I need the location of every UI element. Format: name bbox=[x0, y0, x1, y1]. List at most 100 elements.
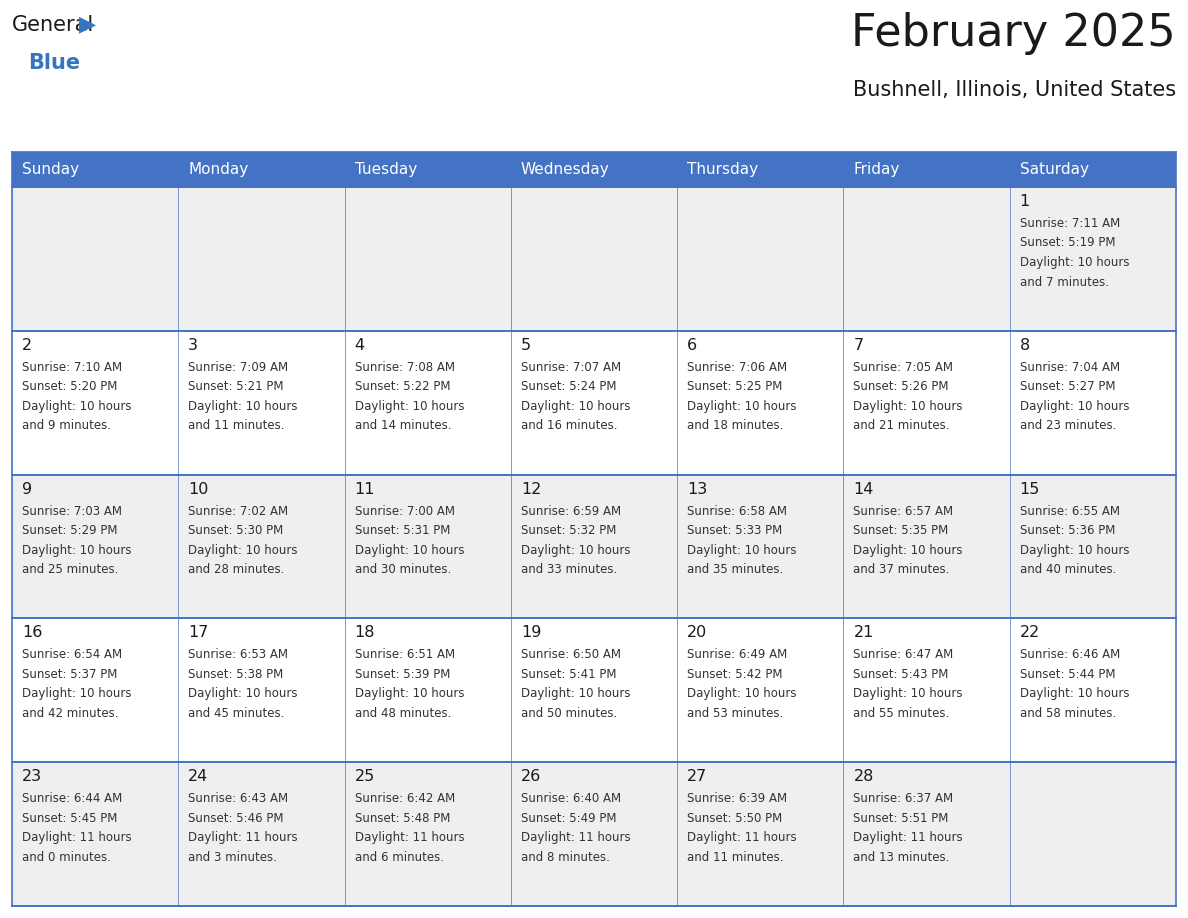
Text: Sunrise: 7:00 AM: Sunrise: 7:00 AM bbox=[354, 505, 455, 518]
Text: Daylight: 11 hours: Daylight: 11 hours bbox=[354, 831, 465, 845]
Bar bbox=[345, 330, 511, 475]
Text: Daylight: 10 hours: Daylight: 10 hours bbox=[520, 543, 631, 556]
Text: and 21 minutes.: and 21 minutes. bbox=[853, 420, 950, 432]
Text: Bushnell, Illinois, United States: Bushnell, Illinois, United States bbox=[853, 80, 1176, 100]
Text: Sunrise: 7:09 AM: Sunrise: 7:09 AM bbox=[188, 361, 289, 374]
Text: and 18 minutes.: and 18 minutes. bbox=[687, 420, 784, 432]
Text: Daylight: 10 hours: Daylight: 10 hours bbox=[1019, 543, 1130, 556]
Text: Sunrise: 7:05 AM: Sunrise: 7:05 AM bbox=[853, 361, 954, 374]
Text: ▶: ▶ bbox=[78, 14, 96, 34]
Text: and 7 minutes.: and 7 minutes. bbox=[1019, 275, 1108, 288]
Text: 20: 20 bbox=[687, 625, 707, 641]
Text: Daylight: 11 hours: Daylight: 11 hours bbox=[188, 831, 298, 845]
Text: 25: 25 bbox=[354, 769, 375, 784]
Text: Sunrise: 6:59 AM: Sunrise: 6:59 AM bbox=[520, 505, 621, 518]
Text: 7: 7 bbox=[853, 338, 864, 353]
Text: Sunrise: 6:51 AM: Sunrise: 6:51 AM bbox=[354, 648, 455, 661]
Text: Sunset: 5:48 PM: Sunset: 5:48 PM bbox=[354, 812, 450, 824]
Bar bbox=[843, 619, 1010, 762]
Text: 28: 28 bbox=[853, 769, 874, 784]
Text: and 11 minutes.: and 11 minutes. bbox=[188, 420, 285, 432]
Text: Sunset: 5:30 PM: Sunset: 5:30 PM bbox=[188, 524, 284, 537]
Text: Daylight: 10 hours: Daylight: 10 hours bbox=[687, 543, 797, 556]
Bar bbox=[178, 619, 345, 762]
Bar bbox=[1010, 475, 1176, 619]
Text: Sunrise: 6:54 AM: Sunrise: 6:54 AM bbox=[23, 648, 122, 661]
Text: Daylight: 10 hours: Daylight: 10 hours bbox=[853, 688, 963, 700]
Text: 14: 14 bbox=[853, 482, 874, 497]
Text: and 11 minutes.: and 11 minutes. bbox=[687, 851, 784, 864]
Bar bbox=[345, 762, 511, 906]
Text: 11: 11 bbox=[354, 482, 375, 497]
Text: Sunday: Sunday bbox=[23, 162, 80, 177]
Text: 6: 6 bbox=[687, 338, 697, 353]
Text: 16: 16 bbox=[23, 625, 43, 641]
Text: and 0 minutes.: and 0 minutes. bbox=[23, 851, 110, 864]
Text: 9: 9 bbox=[23, 482, 32, 497]
Text: and 50 minutes.: and 50 minutes. bbox=[520, 707, 617, 720]
Bar bbox=[511, 187, 677, 330]
Text: and 42 minutes.: and 42 minutes. bbox=[23, 707, 119, 720]
Text: Daylight: 11 hours: Daylight: 11 hours bbox=[23, 831, 132, 845]
Text: 15: 15 bbox=[1019, 482, 1040, 497]
Text: Sunset: 5:29 PM: Sunset: 5:29 PM bbox=[23, 524, 118, 537]
Text: Sunset: 5:26 PM: Sunset: 5:26 PM bbox=[853, 380, 949, 393]
Text: 23: 23 bbox=[23, 769, 42, 784]
Text: 26: 26 bbox=[520, 769, 541, 784]
Text: Sunset: 5:49 PM: Sunset: 5:49 PM bbox=[520, 812, 617, 824]
Text: Sunrise: 7:10 AM: Sunrise: 7:10 AM bbox=[23, 361, 122, 374]
Text: Sunset: 5:25 PM: Sunset: 5:25 PM bbox=[687, 380, 783, 393]
Text: and 37 minutes.: and 37 minutes. bbox=[853, 563, 949, 577]
Text: Sunrise: 6:44 AM: Sunrise: 6:44 AM bbox=[23, 792, 122, 805]
Text: Sunrise: 6:57 AM: Sunrise: 6:57 AM bbox=[853, 505, 954, 518]
Text: 22: 22 bbox=[1019, 625, 1040, 641]
Text: Sunset: 5:22 PM: Sunset: 5:22 PM bbox=[354, 380, 450, 393]
Bar bbox=[843, 330, 1010, 475]
Text: Sunset: 5:46 PM: Sunset: 5:46 PM bbox=[188, 812, 284, 824]
Text: Sunrise: 6:53 AM: Sunrise: 6:53 AM bbox=[188, 648, 289, 661]
Text: Sunset: 5:19 PM: Sunset: 5:19 PM bbox=[1019, 237, 1116, 250]
Text: 3: 3 bbox=[188, 338, 198, 353]
Text: Wednesday: Wednesday bbox=[520, 162, 609, 177]
Text: Daylight: 10 hours: Daylight: 10 hours bbox=[354, 400, 465, 413]
Text: and 25 minutes.: and 25 minutes. bbox=[23, 563, 119, 577]
Text: Blue: Blue bbox=[29, 53, 80, 73]
Text: and 53 minutes.: and 53 minutes. bbox=[687, 707, 783, 720]
Text: and 55 minutes.: and 55 minutes. bbox=[853, 707, 949, 720]
Text: Daylight: 10 hours: Daylight: 10 hours bbox=[354, 688, 465, 700]
Bar bbox=[843, 762, 1010, 906]
Text: Daylight: 10 hours: Daylight: 10 hours bbox=[23, 543, 132, 556]
Text: Daylight: 10 hours: Daylight: 10 hours bbox=[354, 543, 465, 556]
Text: Sunset: 5:45 PM: Sunset: 5:45 PM bbox=[23, 812, 118, 824]
Bar bbox=[677, 619, 843, 762]
Text: Sunrise: 7:07 AM: Sunrise: 7:07 AM bbox=[520, 361, 621, 374]
Text: 18: 18 bbox=[354, 625, 375, 641]
Text: Sunset: 5:31 PM: Sunset: 5:31 PM bbox=[354, 524, 450, 537]
Text: Sunset: 5:36 PM: Sunset: 5:36 PM bbox=[1019, 524, 1116, 537]
Text: Daylight: 10 hours: Daylight: 10 hours bbox=[23, 688, 132, 700]
Text: Sunset: 5:32 PM: Sunset: 5:32 PM bbox=[520, 524, 617, 537]
Bar bbox=[178, 330, 345, 475]
Text: Daylight: 10 hours: Daylight: 10 hours bbox=[1019, 400, 1130, 413]
Bar bbox=[677, 330, 843, 475]
Text: Sunrise: 6:40 AM: Sunrise: 6:40 AM bbox=[520, 792, 621, 805]
Text: and 30 minutes.: and 30 minutes. bbox=[354, 563, 450, 577]
Text: Sunset: 5:41 PM: Sunset: 5:41 PM bbox=[520, 668, 617, 681]
Bar bbox=[511, 619, 677, 762]
Bar bbox=[677, 187, 843, 330]
Bar bbox=[12, 330, 178, 475]
Text: 27: 27 bbox=[687, 769, 707, 784]
Text: and 33 minutes.: and 33 minutes. bbox=[520, 563, 617, 577]
Text: Sunset: 5:44 PM: Sunset: 5:44 PM bbox=[1019, 668, 1116, 681]
Text: 1: 1 bbox=[1019, 194, 1030, 209]
Text: and 28 minutes.: and 28 minutes. bbox=[188, 563, 285, 577]
Text: Daylight: 10 hours: Daylight: 10 hours bbox=[1019, 256, 1130, 269]
Bar bbox=[178, 475, 345, 619]
Text: Daylight: 10 hours: Daylight: 10 hours bbox=[188, 400, 298, 413]
Text: and 35 minutes.: and 35 minutes. bbox=[687, 563, 783, 577]
Bar bbox=[12, 762, 178, 906]
Text: and 23 minutes.: and 23 minutes. bbox=[1019, 420, 1116, 432]
Text: Daylight: 10 hours: Daylight: 10 hours bbox=[188, 688, 298, 700]
Text: Thursday: Thursday bbox=[687, 162, 758, 177]
Text: 13: 13 bbox=[687, 482, 707, 497]
